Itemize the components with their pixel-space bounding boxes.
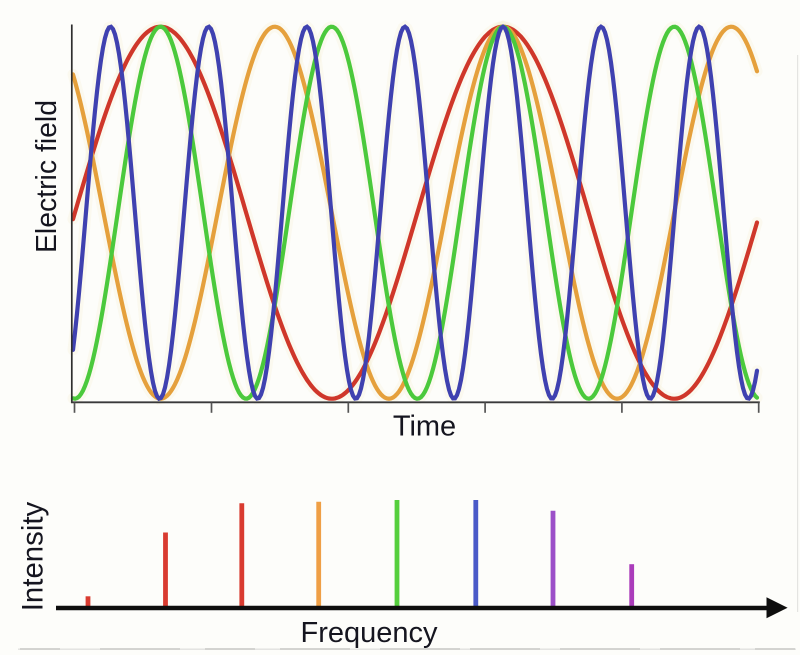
svg-text:Frequency: Frequency <box>300 617 438 649</box>
svg-text:Intensity: Intensity <box>17 501 50 611</box>
svg-text:Time: Time <box>393 410 456 442</box>
svg-text:Electric field: Electric field <box>31 100 63 253</box>
